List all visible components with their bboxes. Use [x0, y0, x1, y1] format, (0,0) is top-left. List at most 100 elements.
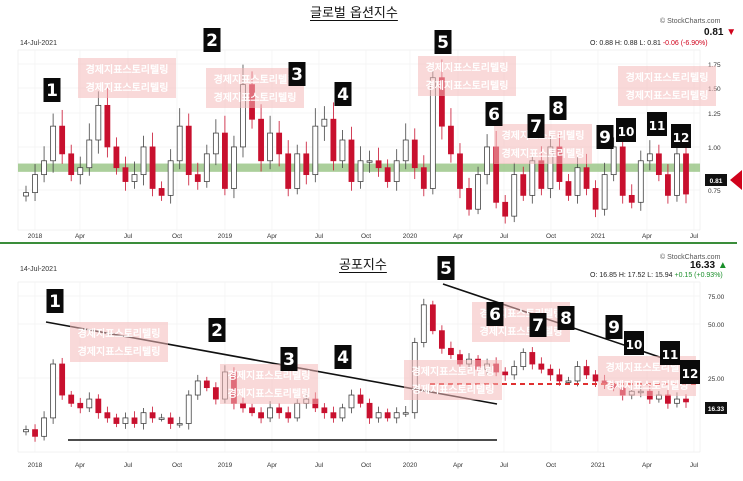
chart-divider — [0, 242, 737, 244]
candle-body — [683, 153, 689, 195]
candle-body — [420, 167, 427, 189]
candle-body — [357, 394, 364, 404]
watermark-text: 경제지표스토리텔링 — [426, 79, 509, 92]
marker-label: 8 — [552, 99, 564, 119]
candle-body — [303, 153, 310, 176]
chart1-y-tick-label: 1.00 — [708, 145, 721, 152]
chart1-x-tick-label: Apr — [75, 233, 86, 240]
candle-body — [384, 167, 391, 182]
marker-6: 6 — [485, 102, 503, 126]
candle-body — [438, 330, 445, 349]
candle-body — [23, 429, 29, 433]
marker-1: 1 — [46, 289, 64, 313]
candle-body — [520, 174, 527, 196]
marker-box — [660, 341, 680, 365]
candle-body — [203, 380, 210, 389]
marker-box — [288, 62, 306, 86]
candle-body — [348, 394, 355, 409]
chart1-x-tick-label: 2019 — [218, 233, 233, 240]
candle-body — [149, 412, 156, 419]
marker-label: 7 — [530, 117, 542, 137]
chart2-last-value-text: 16.33 — [690, 260, 716, 271]
candle-body — [50, 125, 57, 162]
candle-body — [104, 412, 111, 419]
candle-body — [457, 153, 463, 189]
marker-label: 3 — [291, 65, 303, 85]
marker-label: 3 — [283, 350, 295, 370]
candle-body — [502, 201, 509, 217]
marker-box — [437, 256, 455, 280]
candle-body — [104, 104, 111, 148]
marker-box — [671, 124, 691, 148]
candle-body — [32, 174, 38, 194]
marker-label: 4 — [337, 85, 349, 105]
chart1-high: H: 0.88 — [614, 40, 638, 47]
candle-body — [203, 153, 210, 182]
watermark-text: 경제지표스토리텔링 — [228, 387, 311, 400]
marker-label: 12 — [673, 131, 690, 145]
candle-body — [511, 366, 518, 376]
candle-body — [628, 194, 635, 203]
chart2-x-tick-label: Apr — [267, 462, 278, 469]
candle-body — [176, 423, 183, 426]
chart1-date: 14-Jul-2021 — [20, 40, 57, 47]
candle-body — [59, 363, 66, 396]
chart2-low: L: 15.94 — [647, 272, 673, 279]
candle-body — [312, 125, 319, 176]
price-tag-box — [705, 174, 727, 186]
candle-body — [59, 125, 66, 155]
candle-body — [592, 188, 599, 210]
marker-box — [527, 114, 545, 138]
watermark-text: 경제지표스토리텔링 — [78, 345, 161, 358]
candle-body — [276, 407, 283, 414]
candle-body — [149, 146, 156, 189]
candle-body — [50, 363, 57, 419]
marker-label: 2 — [211, 321, 223, 341]
chart2-date: 14-Jul-2021 — [20, 266, 57, 273]
candle-body — [339, 139, 346, 162]
chart1-change: -0.06 (-6.90%) — [662, 40, 708, 47]
marker-11: 11 — [660, 341, 680, 365]
candle-body — [538, 363, 545, 370]
candle-body — [276, 132, 283, 155]
chart1-y-tick-label: 1.25 — [708, 111, 721, 118]
chart2-last-value: 16.33 ▲ — [690, 260, 728, 271]
chart2-title: 공포지수 — [339, 258, 387, 273]
candle-body — [420, 304, 427, 343]
chart2-x-tick-label: 2020 — [403, 462, 418, 469]
candle-body — [547, 368, 554, 376]
chart1-x-tick-label: Apr — [642, 233, 653, 240]
marker-label: 9 — [608, 318, 620, 338]
candle-body — [131, 417, 138, 424]
candle-body — [556, 374, 563, 382]
chart2-high: H: 17.52 — [618, 272, 646, 279]
chart2-y-tick-label: 75.00 — [708, 294, 725, 301]
candle-body — [429, 304, 436, 332]
watermark-text: 경제지표스토리텔링 — [214, 91, 297, 104]
marker-9: 9 — [605, 315, 623, 339]
candle-body — [601, 174, 608, 210]
candle-body — [674, 398, 680, 404]
marker-box — [557, 306, 575, 330]
chart1-ohlc: O: 0.88 H: 0.88 L: 0.81 -0.06 (-6.90%) — [590, 40, 708, 47]
candle-body — [294, 402, 301, 419]
marker-label: 4 — [337, 348, 349, 368]
candle-body — [131, 174, 138, 182]
watermark-box — [206, 68, 304, 108]
candle-body — [330, 412, 337, 419]
watermark-text: 경제지표스토리텔링 — [412, 383, 495, 396]
marker-label: 7 — [532, 316, 544, 336]
chart1-x-tick-label: Jul — [124, 233, 133, 240]
marker-box — [616, 118, 636, 142]
watermark-text: 경제지표스토리텔링 — [412, 365, 495, 378]
marker-5: 5 — [437, 256, 455, 280]
marker-label: 11 — [649, 119, 666, 133]
marker-box — [529, 313, 547, 337]
candle-body — [375, 412, 382, 419]
candle-body — [267, 407, 274, 419]
candle-body — [212, 132, 219, 155]
